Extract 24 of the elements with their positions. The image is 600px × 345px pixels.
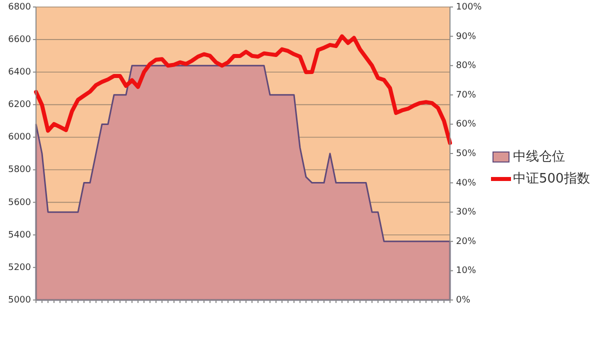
y2-tick-label: 50% [456,148,476,159]
y2-tick-label: 60% [456,120,476,130]
y-tick-label: 5000 [8,295,32,306]
y-tick-label: 6200 [8,100,32,110]
y-tick-label: 5200 [8,262,32,273]
y-tick-label: 6400 [8,68,32,78]
y-tick-label: 5800 [8,165,32,176]
y2-tick-label: 30% [456,208,476,218]
y2-tick-label: 0% [456,295,471,306]
y2-tick-label: 70% [456,90,476,100]
legend-label: 中线仓位 [513,150,565,165]
y2-tick-label: 20% [456,236,476,247]
y-tick-label: 5600 [8,198,32,208]
y-tick-label: 5400 [8,230,32,240]
y-tick-label: 6600 [8,35,32,46]
y2-tick-label: 90% [456,32,476,42]
y2-tick-label: 100% [456,2,482,12]
y-tick-label: 6800 [8,2,32,12]
line-series [34,34,452,145]
y2-tick-label: 10% [456,266,476,276]
legend-label: 中证500指数 [513,172,590,187]
y2-tick-label: 40% [456,178,476,188]
y2-tick-label: 80% [456,61,476,72]
y-tick-label: 6000 [8,132,32,143]
